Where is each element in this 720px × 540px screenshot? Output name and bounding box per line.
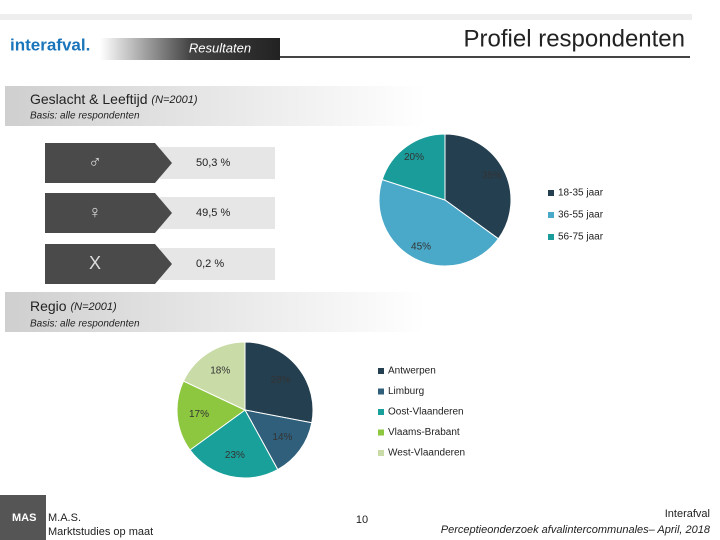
arrow <box>45 193 172 233</box>
pie-slice <box>244 409 313 471</box>
slice-label: 18% <box>210 366 230 377</box>
page-title: Profiel respondenten <box>464 25 685 52</box>
pie-slice <box>189 409 279 479</box>
legend-swatch <box>548 234 554 240</box>
gender-share: 50,3 % <box>196 157 230 169</box>
section-title: Geslacht & Leeftijd (N=2001) <box>30 91 198 107</box>
pie-slice <box>176 380 246 451</box>
arrow <box>45 244 172 284</box>
gender-share: 49,5 % <box>196 207 230 219</box>
value-bar <box>160 248 275 280</box>
pie-slice <box>444 133 512 240</box>
footer-company: M.A.S. <box>48 512 81 524</box>
footer-study: Perceptieonderzoek afvalintercommunales–… <box>441 524 711 536</box>
slice-label: 17% <box>189 409 209 420</box>
legend-label: 18-35 jaar <box>558 188 604 199</box>
legend-label: Oost-Vlaanderen <box>388 407 464 418</box>
legend-swatch <box>548 190 554 196</box>
value-bar <box>160 147 275 179</box>
section-band <box>5 86 425 126</box>
arrow <box>45 143 172 183</box>
section-bar <box>100 38 280 60</box>
slice-label: 35% <box>482 171 502 182</box>
gender-symbol: ♂ <box>88 152 102 172</box>
top-bar <box>0 14 692 20</box>
gender-share: 0,2 % <box>196 258 224 270</box>
section-basis: Basis: alle respondenten <box>30 111 140 122</box>
gender-symbol: X <box>89 253 101 273</box>
legend-label: Vlaams-Brabant <box>388 427 460 438</box>
pie-slice <box>182 341 246 411</box>
logo: interafval. <box>10 35 90 54</box>
section-title: Regio (N=2001) <box>30 298 117 314</box>
footer-logo: MAS <box>12 512 36 524</box>
slice-label: 20% <box>404 152 424 163</box>
section-basis: Basis: alle respondenten <box>30 319 140 330</box>
footer-logo-box <box>0 495 46 540</box>
legend-label: West-Vlaanderen <box>388 448 465 459</box>
slice-label: 14% <box>272 432 292 443</box>
section-band <box>5 292 425 332</box>
pie-slice <box>244 341 314 424</box>
value-bar <box>160 197 275 229</box>
slice-label: 28% <box>271 375 291 386</box>
legend-label: 36-55 jaar <box>558 210 604 221</box>
legend-swatch <box>378 368 384 374</box>
slice-label: 45% <box>411 242 431 253</box>
legend-swatch <box>378 409 384 415</box>
legend-label: Limburg <box>388 386 424 397</box>
legend-label: Antwerpen <box>388 366 436 377</box>
legend-label: 56-75 jaar <box>558 232 604 243</box>
page-number: 10 <box>356 514 368 526</box>
footer-tagline: Marktstudies op maat <box>48 526 153 538</box>
legend-swatch <box>378 450 384 456</box>
pie-slice <box>378 178 500 267</box>
footer-client: Interafval <box>665 508 710 520</box>
gender-symbol: ♀ <box>88 202 102 222</box>
legend-swatch <box>378 429 384 436</box>
legend-swatch <box>378 388 384 395</box>
section-label: Resultaten <box>189 40 251 55</box>
pie-slice <box>381 133 446 201</box>
slice-label: 23% <box>225 450 245 461</box>
legend-swatch <box>548 212 554 218</box>
